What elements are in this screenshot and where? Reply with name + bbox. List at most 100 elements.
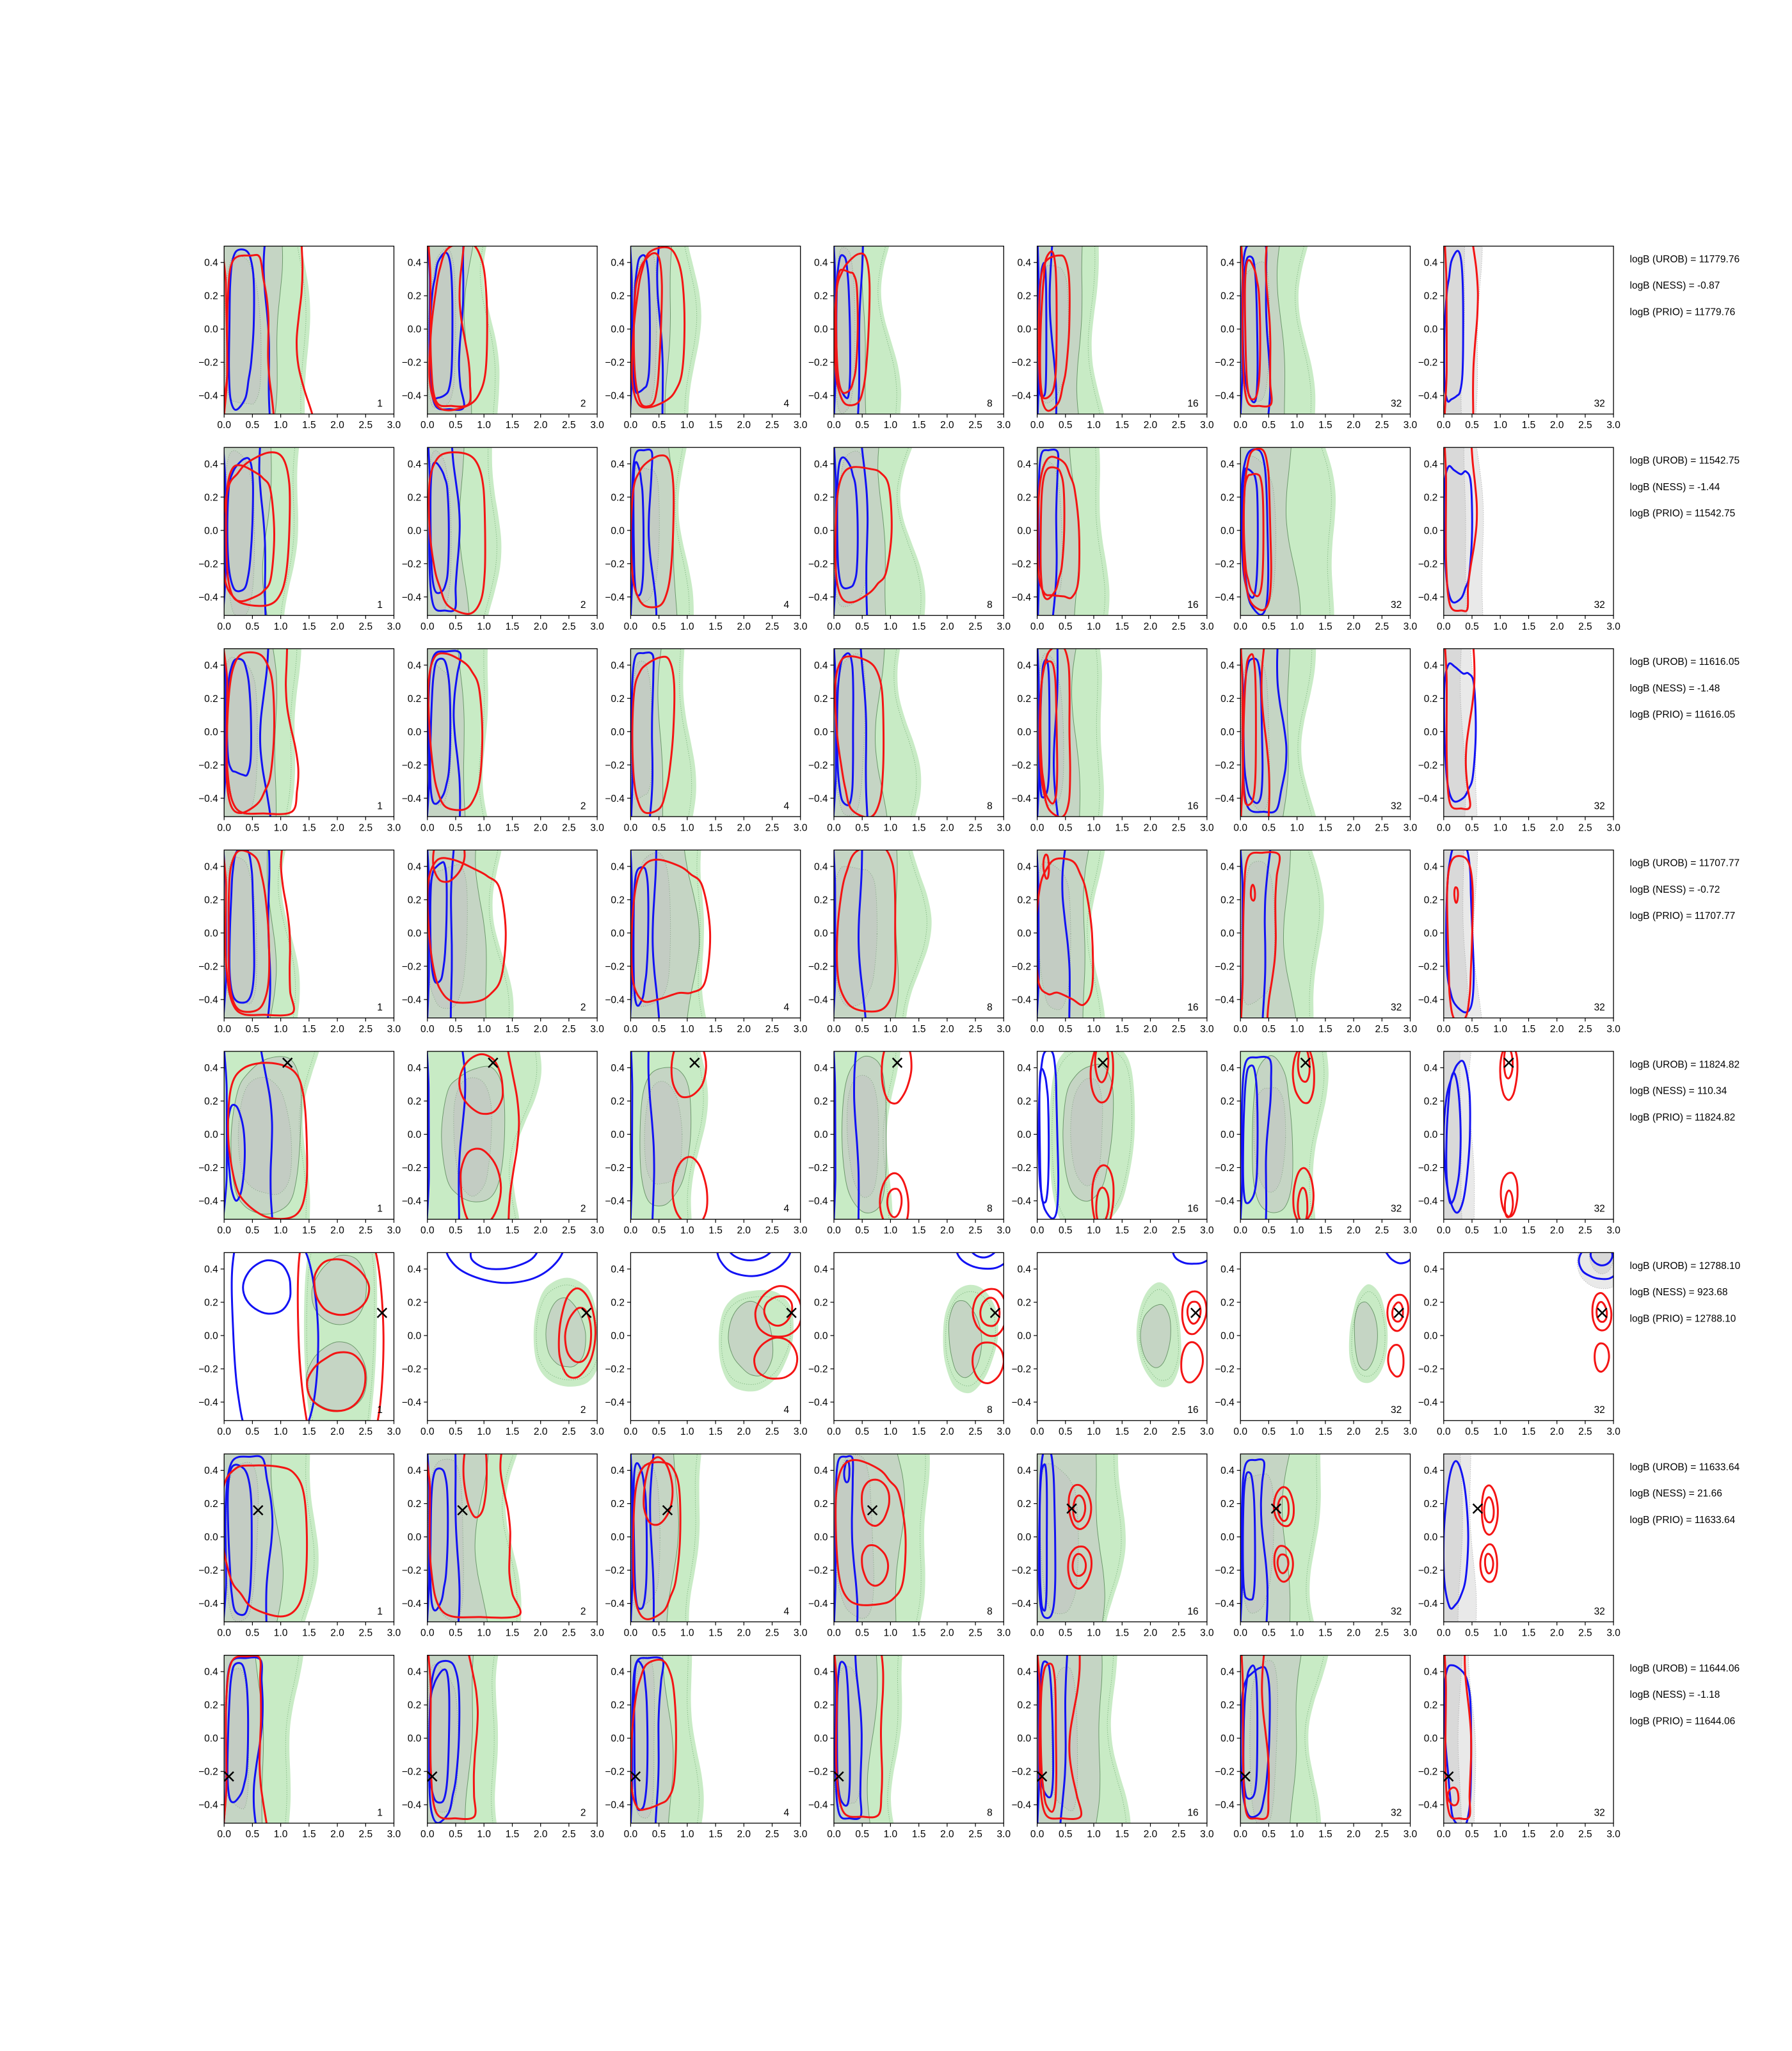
svg-text:−0.2: −0.2 — [1011, 358, 1031, 369]
svg-text:3.0: 3.0 — [1606, 1426, 1620, 1437]
svg-text:0.5: 0.5 — [1465, 1426, 1479, 1437]
svg-text:0.2: 0.2 — [814, 1700, 828, 1711]
svg-text:−0.4: −0.4 — [808, 592, 828, 603]
svg-text:logB (NESS) = 21.66: logB (NESS) = 21.66 — [1630, 1488, 1722, 1499]
svg-text:0.0: 0.0 — [408, 727, 422, 738]
svg-text:1.5: 1.5 — [1522, 420, 1536, 431]
svg-text:0.5: 0.5 — [1262, 1426, 1276, 1437]
svg-text:−0.4: −0.4 — [1418, 1398, 1438, 1409]
svg-text:1.5: 1.5 — [912, 1829, 926, 1840]
svg-text:16: 16 — [1187, 801, 1198, 812]
svg-text:1: 1 — [377, 801, 383, 812]
svg-text:0.4: 0.4 — [1220, 861, 1235, 872]
svg-text:0.2: 0.2 — [814, 1298, 828, 1309]
svg-text:0.0: 0.0 — [204, 324, 218, 335]
svg-text:1.0: 1.0 — [274, 1628, 288, 1639]
svg-text:1.0: 1.0 — [884, 420, 898, 431]
svg-text:0.5: 0.5 — [855, 1024, 869, 1035]
svg-text:0.4: 0.4 — [814, 660, 828, 671]
svg-text:−0.2: −0.2 — [198, 1163, 218, 1174]
svg-text:0.5: 0.5 — [449, 1829, 463, 1840]
svg-text:0.0: 0.0 — [611, 1532, 625, 1543]
svg-text:0.0: 0.0 — [1030, 1829, 1044, 1840]
svg-text:2.0: 2.0 — [737, 1829, 751, 1840]
svg-text:0.0: 0.0 — [1233, 1829, 1247, 1840]
svg-text:2.0: 2.0 — [737, 822, 751, 833]
svg-text:0.0: 0.0 — [624, 1426, 638, 1437]
svg-text:0.2: 0.2 — [1424, 291, 1438, 302]
svg-text:3.0: 3.0 — [590, 1024, 604, 1035]
svg-text:0.0: 0.0 — [814, 525, 828, 536]
svg-text:−0.4: −0.4 — [1418, 391, 1438, 402]
svg-text:8: 8 — [987, 1204, 993, 1215]
svg-text:−0.4: −0.4 — [1418, 994, 1438, 1005]
svg-text:0.4: 0.4 — [1424, 1063, 1438, 1074]
svg-text:0.0: 0.0 — [204, 928, 218, 939]
svg-text:0.0: 0.0 — [1220, 1734, 1235, 1744]
svg-text:0.4: 0.4 — [1018, 861, 1032, 872]
svg-text:0.2: 0.2 — [204, 694, 218, 705]
svg-text:3.0: 3.0 — [794, 621, 808, 632]
svg-text:logB (PRIO) = 11616.05: logB (PRIO) = 11616.05 — [1630, 710, 1736, 721]
svg-text:0.0: 0.0 — [827, 1426, 841, 1437]
svg-text:−0.4: −0.4 — [605, 994, 625, 1005]
svg-text:0.4: 0.4 — [408, 1667, 422, 1678]
svg-text:−0.2: −0.2 — [1215, 1565, 1235, 1576]
svg-text:2.5: 2.5 — [1172, 1426, 1186, 1437]
svg-text:1.0: 1.0 — [1087, 420, 1101, 431]
svg-text:0.0: 0.0 — [611, 324, 625, 335]
svg-text:8: 8 — [987, 801, 993, 812]
svg-text:0.2: 0.2 — [611, 895, 625, 906]
svg-text:0.4: 0.4 — [1220, 258, 1235, 269]
svg-text:0.5: 0.5 — [246, 1829, 260, 1840]
svg-text:0.0: 0.0 — [408, 324, 422, 335]
svg-text:−0.4: −0.4 — [1011, 1599, 1031, 1609]
svg-text:0.4: 0.4 — [611, 660, 625, 671]
svg-text:0.0: 0.0 — [624, 822, 638, 833]
svg-text:−0.2: −0.2 — [1215, 1767, 1235, 1778]
svg-text:0.0: 0.0 — [814, 1532, 828, 1543]
svg-text:0.2: 0.2 — [611, 1298, 625, 1309]
svg-text:0.2: 0.2 — [204, 1499, 218, 1510]
svg-text:3.0: 3.0 — [590, 1225, 604, 1236]
svg-text:2.5: 2.5 — [1375, 1426, 1389, 1437]
svg-text:3.0: 3.0 — [794, 1225, 808, 1236]
svg-text:2.5: 2.5 — [1578, 420, 1592, 431]
svg-text:0.0: 0.0 — [1018, 324, 1032, 335]
svg-text:−0.4: −0.4 — [1011, 1800, 1031, 1811]
svg-text:1.0: 1.0 — [1290, 1225, 1304, 1236]
svg-text:32: 32 — [1594, 801, 1605, 812]
svg-text:1.0: 1.0 — [1493, 1628, 1507, 1639]
svg-text:2.5: 2.5 — [562, 420, 576, 431]
svg-text:1.5: 1.5 — [1116, 420, 1130, 431]
svg-text:2.5: 2.5 — [1375, 1628, 1389, 1639]
svg-text:1.0: 1.0 — [274, 1024, 288, 1035]
svg-text:2.5: 2.5 — [1578, 621, 1592, 632]
svg-text:3.0: 3.0 — [794, 1024, 808, 1035]
svg-text:1.5: 1.5 — [708, 1829, 723, 1840]
svg-text:−0.2: −0.2 — [1011, 1767, 1031, 1778]
svg-text:2.0: 2.0 — [1347, 1628, 1361, 1639]
svg-text:−0.4: −0.4 — [808, 1800, 828, 1811]
svg-text:2.5: 2.5 — [359, 1829, 373, 1840]
svg-text:−0.4: −0.4 — [1418, 794, 1438, 804]
svg-text:0.2: 0.2 — [814, 1499, 828, 1510]
svg-text:0.4: 0.4 — [611, 861, 625, 872]
svg-text:0.2: 0.2 — [611, 1700, 625, 1711]
svg-text:0.4: 0.4 — [1018, 459, 1032, 470]
svg-text:0.2: 0.2 — [1018, 895, 1032, 906]
svg-text:2.5: 2.5 — [1578, 1024, 1592, 1035]
svg-text:0.4: 0.4 — [1220, 1063, 1235, 1074]
svg-text:1.0: 1.0 — [1493, 1024, 1507, 1035]
svg-text:−0.2: −0.2 — [1215, 358, 1235, 369]
svg-text:2: 2 — [580, 1606, 586, 1617]
svg-text:3.0: 3.0 — [1404, 420, 1418, 431]
svg-text:0.0: 0.0 — [1220, 928, 1235, 939]
svg-text:2.5: 2.5 — [1172, 420, 1186, 431]
svg-text:0.4: 0.4 — [814, 861, 828, 872]
svg-text:3.0: 3.0 — [794, 1628, 808, 1639]
svg-text:3.0: 3.0 — [794, 1426, 808, 1437]
svg-text:0.5: 0.5 — [246, 1225, 260, 1236]
svg-text:1.5: 1.5 — [302, 1829, 316, 1840]
svg-text:0.4: 0.4 — [814, 459, 828, 470]
